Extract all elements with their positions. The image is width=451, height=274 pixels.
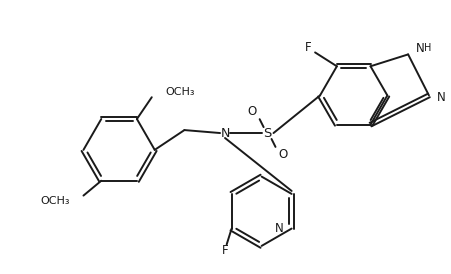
Text: N: N — [436, 91, 445, 104]
Text: F: F — [304, 41, 311, 54]
Text: OCH₃: OCH₃ — [165, 87, 195, 97]
Text: OCH₃: OCH₃ — [40, 196, 69, 206]
Text: N: N — [220, 127, 229, 139]
Text: O: O — [278, 148, 287, 161]
Text: H: H — [423, 44, 430, 53]
Text: N: N — [415, 42, 424, 55]
Text: O: O — [247, 105, 256, 118]
Text: F: F — [221, 244, 227, 257]
Text: N: N — [274, 222, 283, 235]
Text: S: S — [263, 127, 271, 139]
